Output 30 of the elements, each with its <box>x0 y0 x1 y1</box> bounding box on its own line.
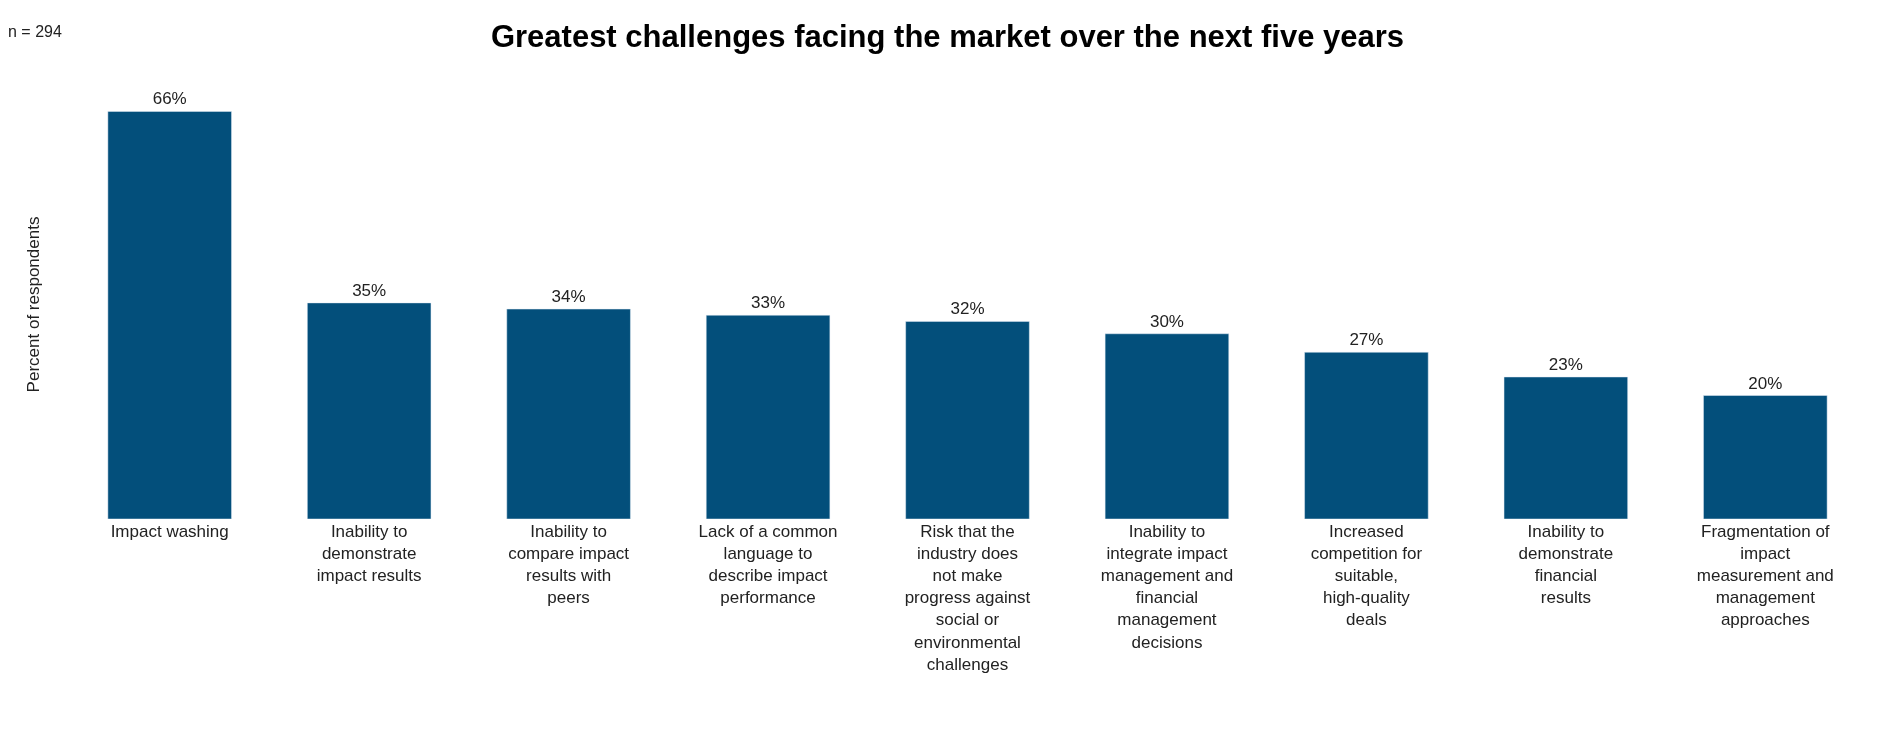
bar <box>307 302 432 519</box>
x-tick-label: Inability to integrate impact management and financial management decisions <box>1100 522 1234 652</box>
bar <box>506 308 631 519</box>
text: n = 294 <box>8 23 62 40</box>
x-tick-label: Increased competition for suitable, high-quality deals <box>1310 522 1423 630</box>
x-tick-label: Inability to demonstrate financial results <box>1518 522 1614 608</box>
data-label: 35% <box>352 280 387 300</box>
x-tick-label: Impact washing <box>110 522 229 541</box>
bar <box>1703 395 1828 519</box>
data-label: 33% <box>751 293 786 313</box>
data-label: 32% <box>950 299 985 319</box>
chart-title: Greatest challenges facing the market over the next five years <box>490 19 1405 55</box>
x-tick-label: Fragmentation of impact measurement and management approaches <box>1696 522 1834 630</box>
x-tick-label: Risk that the industry does not make progress against social or environmental challenges <box>904 522 1031 674</box>
x-tick-label: Inability to compare impact results with peers <box>508 522 630 608</box>
bar <box>705 314 831 519</box>
bar <box>1104 333 1230 519</box>
data-label: 20% <box>1748 373 1783 393</box>
data-label: 34% <box>551 287 586 307</box>
bar <box>905 321 1030 519</box>
bar <box>1304 352 1429 519</box>
bar <box>1503 376 1628 519</box>
x-tick-label: Lack of a common language to describe impact performance <box>698 522 838 608</box>
x-tick-label: Inability to demonstrate impact results <box>316 522 422 586</box>
y-axis-title: Percent of respondents <box>23 216 43 393</box>
data-label: 30% <box>1149 311 1184 331</box>
data-label: 66% <box>152 89 187 109</box>
bar <box>107 111 232 519</box>
data-label: 27% <box>1349 330 1384 350</box>
data-label: 23% <box>1548 354 1583 374</box>
